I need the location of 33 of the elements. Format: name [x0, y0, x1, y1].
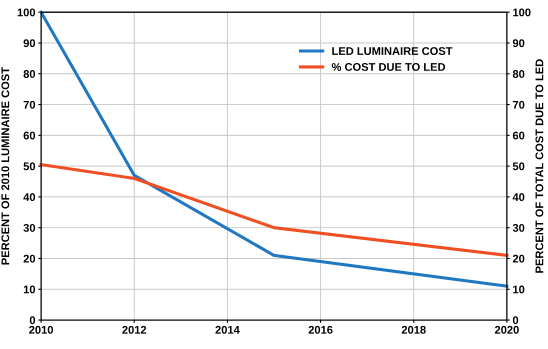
x-tick-label: 2014: [215, 326, 240, 334]
y-tick-label: 50: [24, 162, 36, 170]
y2-tick-label: 20: [512, 254, 524, 263]
x-tick-label: 2018: [402, 326, 426, 334]
y-tick-label: 70: [24, 100, 36, 109]
y-tick-label: 80: [24, 70, 36, 78]
y2-tick-label: 0: [512, 316, 518, 324]
y-tick-label: 20: [24, 254, 36, 263]
y2-tick-label: 100: [513, 8, 531, 16]
y-tick-label: 10: [24, 286, 36, 294]
legend-label: LED LUMINAIRE COST: [332, 47, 452, 55]
y-tick-label: 60: [24, 132, 36, 140]
y2-tick-label: 50: [512, 162, 524, 170]
y2-tick-label: 30: [512, 224, 524, 232]
y2-tick-label: 70: [512, 100, 524, 109]
y2-axis-title: PERCENT OF TOTAL COST DUE TO LED: [535, 59, 544, 273]
y-tick-label: 40: [23, 193, 36, 202]
x-tick-label: 2016: [308, 326, 333, 334]
y-tick-label: 100: [18, 8, 36, 16]
legend-label: % COST DUE TO LED: [332, 63, 446, 71]
y-tick-label: 90: [24, 39, 36, 48]
x-tick-label: 2012: [122, 326, 146, 334]
x-tick-label: 2020: [494, 326, 519, 334]
y-axis-title: PERCENT OF 2010 LUMINAIRE COST: [1, 67, 10, 264]
y2-tick-label: 80: [512, 70, 524, 78]
y2-tick-label: 10: [513, 286, 524, 294]
y2-tick-label: 40: [512, 193, 524, 202]
line-series: [40, 163, 508, 257]
y-tick-label: 30: [23, 224, 36, 232]
x-tick-label: 2010: [29, 326, 54, 334]
y2-tick-label: 90: [512, 39, 524, 48]
y-tick-label: 0: [30, 316, 36, 324]
y2-tick-label: 60: [512, 132, 524, 140]
